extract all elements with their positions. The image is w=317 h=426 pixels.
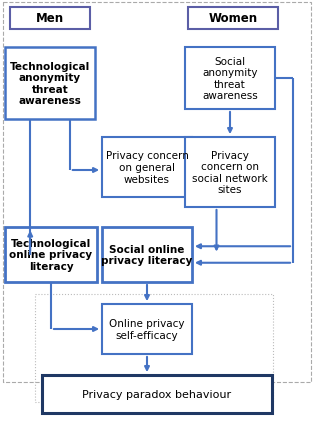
Text: Men: Men bbox=[36, 12, 64, 26]
Text: Online privacy
self-efficacy: Online privacy self-efficacy bbox=[109, 319, 185, 340]
Text: Social online
privacy literacy: Social online privacy literacy bbox=[101, 244, 193, 266]
Bar bbox=[185, 48, 275, 110]
Bar bbox=[5, 48, 95, 120]
Bar bbox=[10, 8, 90, 30]
Bar bbox=[3, 3, 311, 382]
Bar bbox=[42, 375, 272, 413]
Bar bbox=[102, 138, 192, 198]
Bar bbox=[185, 138, 275, 207]
Text: Privacy
concern on
social network
sites: Privacy concern on social network sites bbox=[192, 150, 268, 195]
Bar bbox=[102, 304, 192, 354]
Text: Technological
anonymity
threat
awareness: Technological anonymity threat awareness bbox=[10, 61, 90, 106]
Bar bbox=[102, 227, 192, 282]
Bar bbox=[35, 294, 273, 402]
Text: Privacy concern
on general
websites: Privacy concern on general websites bbox=[106, 151, 188, 184]
Text: Women: Women bbox=[209, 12, 257, 26]
Text: Privacy paradox behaviour: Privacy paradox behaviour bbox=[82, 389, 231, 399]
Text: Technological
online privacy
literacy: Technological online privacy literacy bbox=[10, 238, 93, 271]
Bar bbox=[5, 227, 97, 282]
Bar bbox=[188, 8, 278, 30]
Text: Social
anonymity
threat
awareness: Social anonymity threat awareness bbox=[202, 57, 258, 101]
